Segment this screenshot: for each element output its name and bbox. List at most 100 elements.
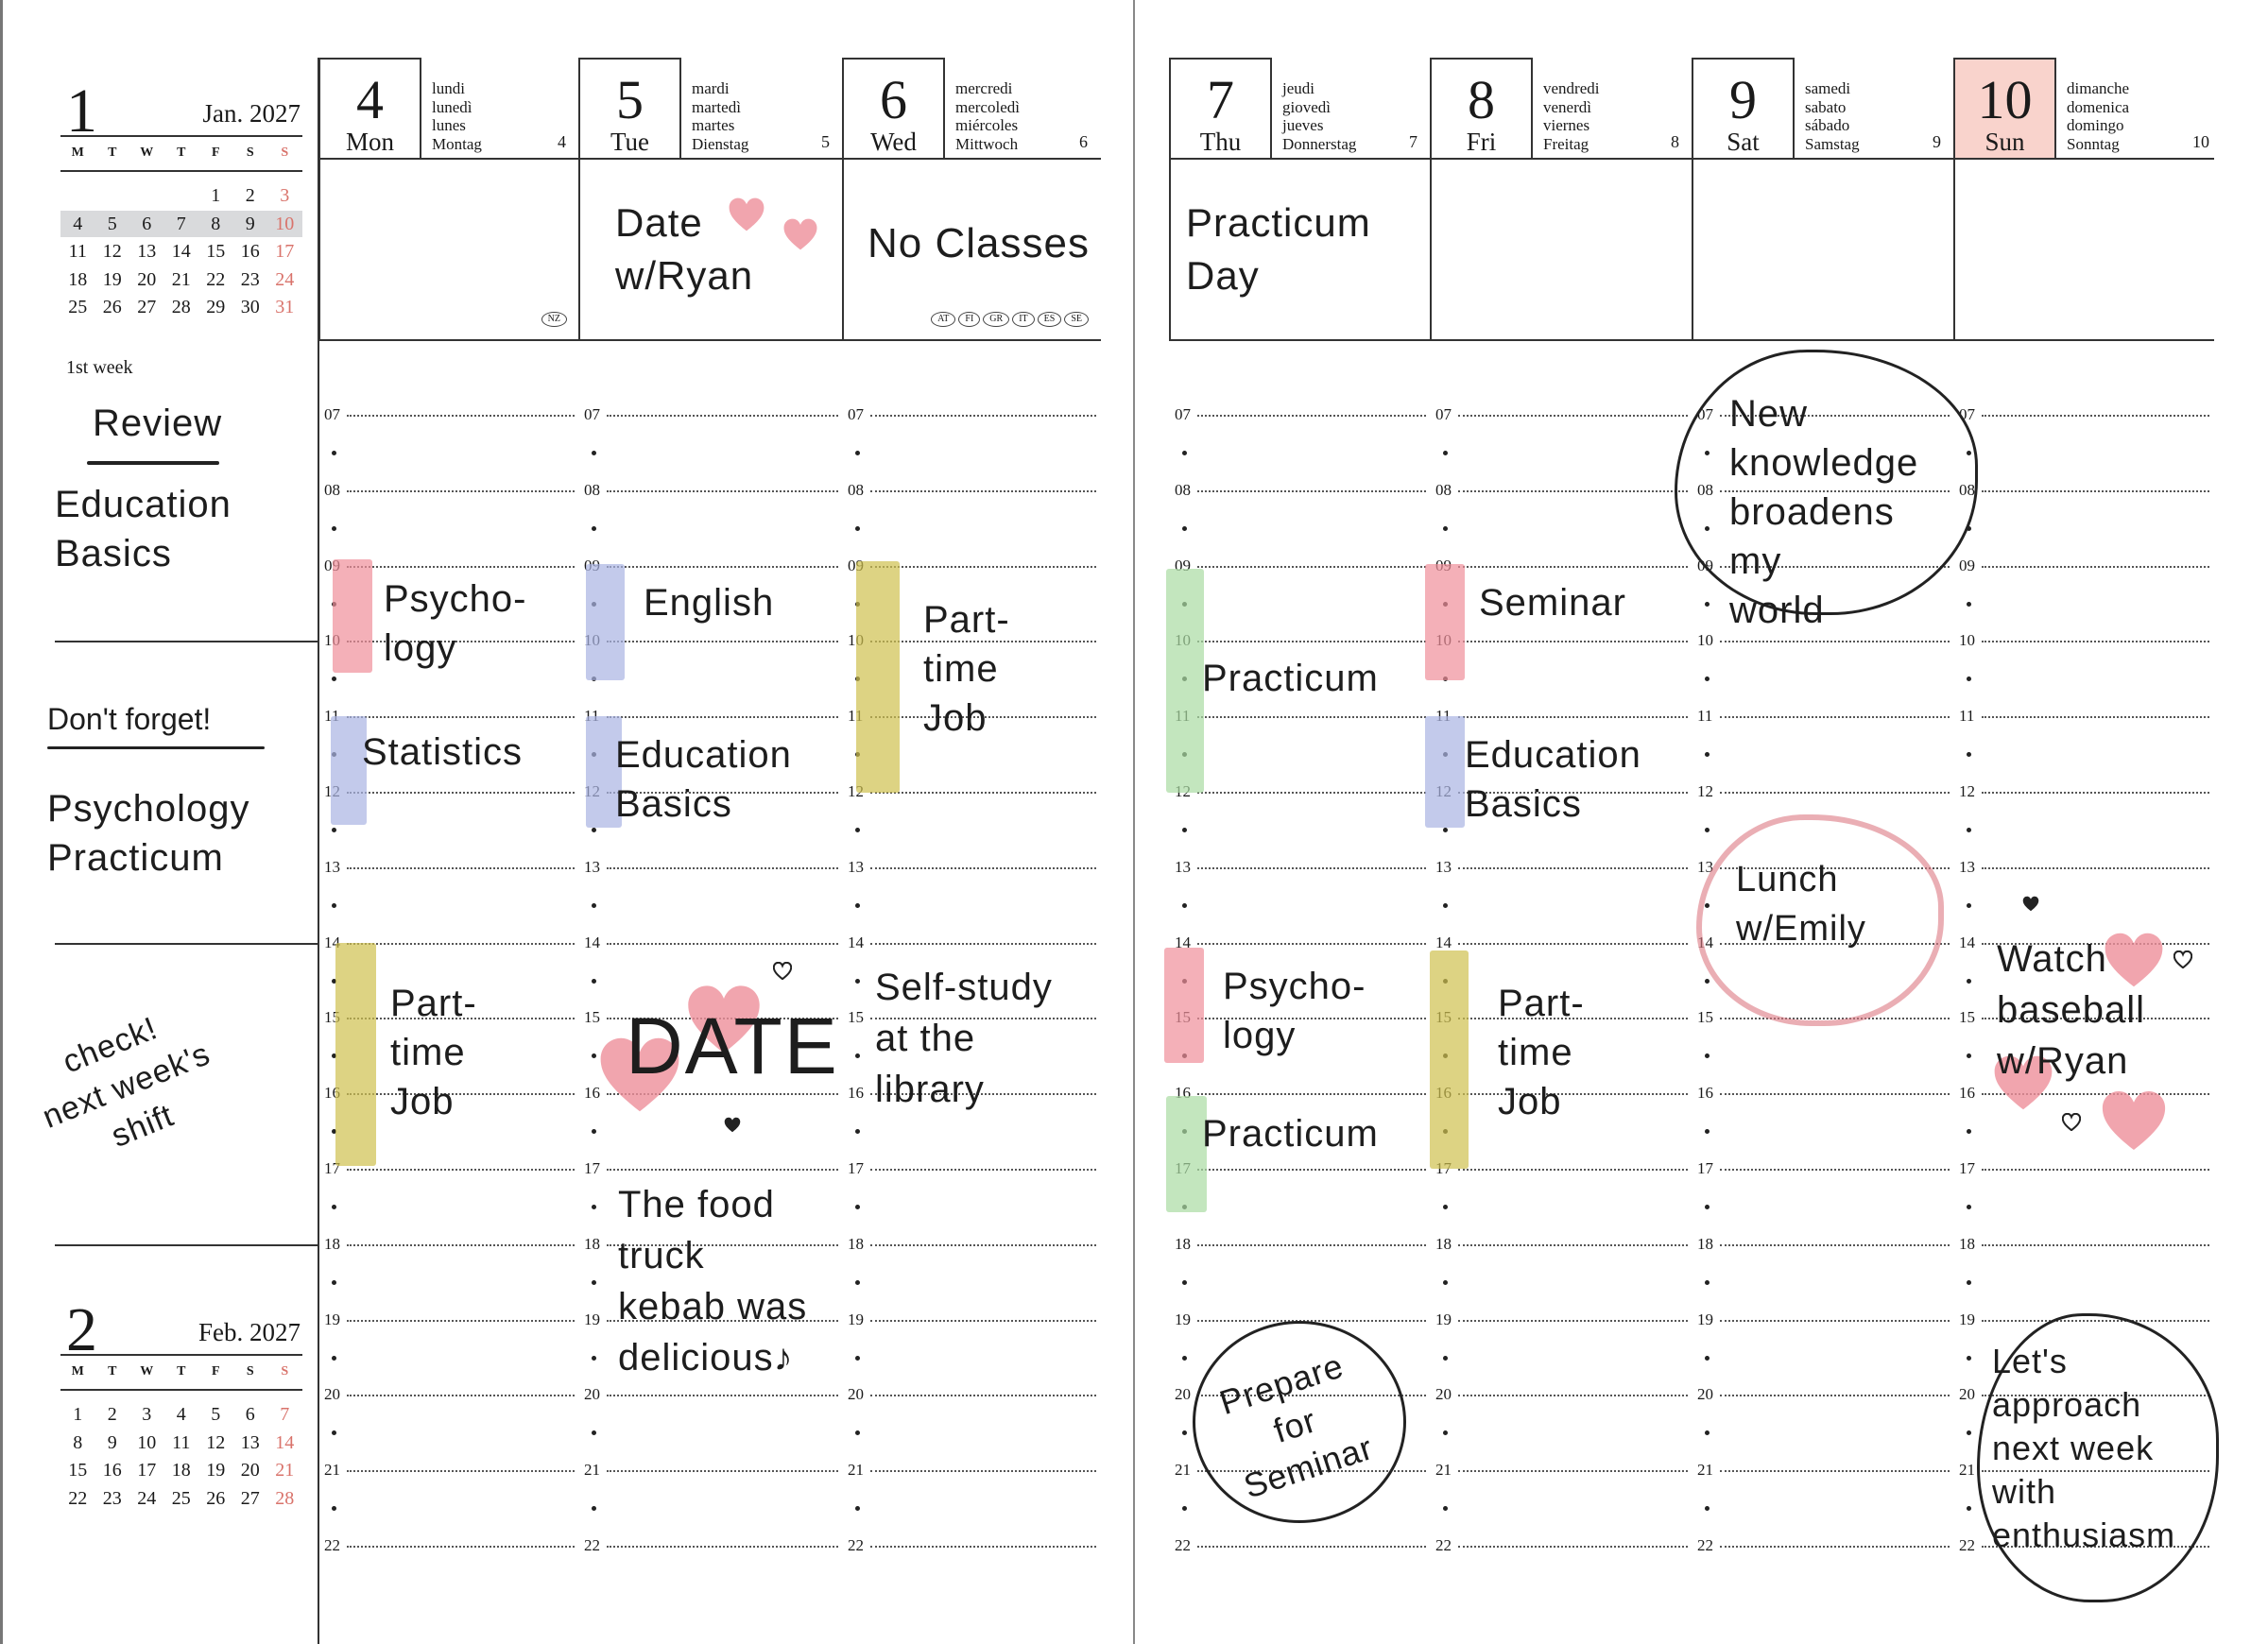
calendar-week-row: 8 9 10 11 12 13 14: [60, 1430, 302, 1456]
hour-line: [347, 1243, 575, 1246]
hour-line: [607, 792, 838, 794]
hour-line: [347, 1018, 575, 1020]
calendar-day: 20: [240, 1460, 260, 1481]
calendar-day: 7: [280, 1404, 290, 1425]
half-hour-dot: [1967, 752, 1971, 758]
hour-line: [870, 415, 1096, 417]
blue-highlight: [586, 716, 622, 828]
hour-label: 18: [848, 1234, 864, 1253]
half-hour-dot: [592, 1129, 596, 1135]
half-hour-dot: [1182, 1506, 1187, 1512]
calendar-rule: [60, 170, 302, 172]
half-hour-dot: [592, 451, 596, 455]
day-name-translations: lundi lunedì lunes Montag: [432, 79, 482, 153]
yellow-highlight: [856, 561, 900, 793]
hour-line: [607, 866, 838, 869]
weekday-label: S: [246, 1364, 254, 1379]
calendar-day: 22: [206, 268, 226, 290]
half-hour-dot: [1443, 525, 1448, 531]
weekday-label: T: [177, 1364, 186, 1379]
date-number: 9: [1729, 69, 1757, 130]
hour-line: [607, 1546, 838, 1548]
hour-label: 07: [1175, 405, 1191, 423]
hour-line: [1458, 716, 1688, 719]
day-name-translations: samedi sabato sábado Samstag: [1805, 79, 1860, 153]
hour-label: 20: [848, 1385, 864, 1404]
calendar-day: 8: [73, 1431, 83, 1453]
heart-icon: [724, 1117, 741, 1133]
hour-line: [870, 1018, 1096, 1020]
day-name: Sat: [1727, 128, 1760, 156]
hour-line: [607, 1470, 838, 1473]
half-hour-dot: [855, 451, 860, 455]
half-hour-dot: [332, 828, 336, 832]
calendar-day: 20: [137, 268, 157, 290]
header-rule: [1169, 158, 2214, 160]
half-hour-dot: [1443, 1205, 1448, 1209]
hour-line: [1982, 565, 2209, 568]
note-tue-date: Date w/Ryan: [615, 200, 754, 298]
calendar-week-row: 22 23 24 25 26 27 28: [60, 1485, 302, 1512]
hour-label: 12: [1959, 782, 1975, 800]
note-wed-self-study: Self-study at the library: [875, 967, 1053, 1110]
half-hour-dot: [592, 978, 596, 984]
calendar-day: 6: [142, 213, 152, 234]
half-hour-dot: [1705, 1355, 1710, 1361]
calendar-day: 5: [107, 213, 117, 234]
half-hour-dot: [855, 828, 860, 832]
hour-line: [1982, 942, 2209, 945]
note-fri-job: Part- time Job: [1498, 983, 1585, 1122]
hour-line: [1197, 942, 1426, 945]
hour-label: 14: [1959, 933, 1975, 951]
hour-label: 15: [1959, 1008, 1975, 1027]
hour-line: [607, 415, 838, 417]
calendar-day: 14: [275, 1431, 295, 1453]
note-mon-psychology: Psycho- logy: [384, 578, 527, 669]
half-hour-dot: [1705, 978, 1710, 984]
half-hour-dot: [332, 978, 336, 984]
hour-label: 18: [1435, 1234, 1452, 1253]
day-name: Sun: [1984, 128, 2025, 156]
calendar-day: 23: [240, 268, 260, 290]
date-box: 5 Tue: [578, 58, 681, 159]
day-name: Mon: [345, 128, 394, 156]
half-hour-dot: [592, 1053, 596, 1059]
calendar-day: 16: [102, 1460, 122, 1481]
hour-label: 18: [1175, 1234, 1191, 1253]
calendar-day: 17: [275, 241, 295, 262]
month-name: Feb. 2027: [198, 1318, 301, 1346]
hour-line: [870, 489, 1096, 492]
note-check-shift: check! next week's shift: [37, 1010, 215, 1155]
heart-icon: [728, 197, 765, 232]
calendar-week-row: 11 12 13 14 15 16 17: [60, 238, 302, 265]
hour-line: [870, 866, 1096, 869]
holiday-country-badge: GR: [983, 312, 1010, 327]
half-hour-dot: [1967, 1129, 1971, 1135]
half-hour-dot: [1705, 1279, 1710, 1285]
hour-line: [1458, 1395, 1688, 1397]
hour-label: 22: [324, 1536, 340, 1554]
week-label: 1st week: [66, 357, 133, 378]
column-divider: [1692, 58, 1693, 341]
half-hour-dot: [1443, 902, 1448, 908]
green-highlight: [1166, 1096, 1207, 1212]
hour-label: 07: [1435, 405, 1452, 423]
hour-line: [1458, 1093, 1688, 1096]
note-dont-forget-body: Psychology Practicum: [47, 788, 250, 879]
hour-label: 07: [324, 405, 340, 423]
heart-icon: [2100, 1088, 2168, 1153]
hour-line: [1720, 1243, 1950, 1246]
hour-line: [347, 866, 575, 869]
half-hour-dot: [592, 1430, 596, 1436]
calendar-day: 21: [275, 1460, 295, 1481]
heart-icon: [782, 217, 818, 251]
calendar-day: 9: [107, 1431, 117, 1453]
calendar-day: 29: [206, 297, 226, 317]
hour-line: [347, 1470, 575, 1473]
hour-line: [1720, 716, 1950, 719]
hour-label: 22: [1175, 1536, 1191, 1554]
page-edge: [0, 0, 3, 1644]
hour-line: [870, 942, 1096, 945]
hour-line: [347, 641, 575, 643]
day-of-year: 6: [1079, 132, 1088, 151]
